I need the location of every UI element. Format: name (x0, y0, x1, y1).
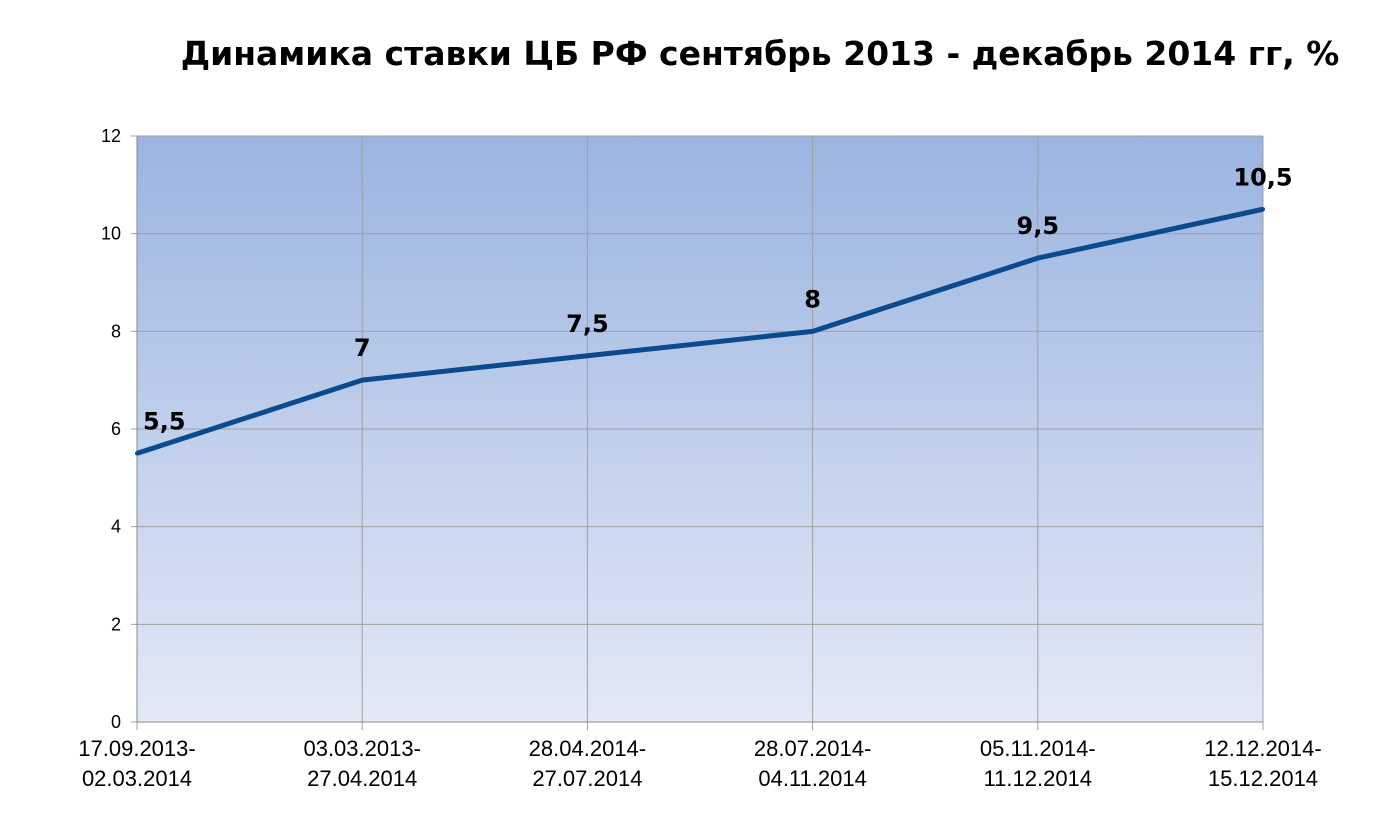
data-point (135, 451, 139, 456)
y-tick-label: 0 (111, 712, 121, 732)
data-point (585, 353, 590, 358)
data-label: 7,5 (566, 310, 609, 338)
x-tick-label: 28.04.2014- (529, 736, 646, 761)
y-tick-label: 4 (111, 517, 121, 537)
data-point (810, 329, 815, 334)
data-label: 7 (354, 334, 371, 362)
x-tick-label: 02.03.2014 (82, 766, 192, 791)
y-tick-label: 10 (101, 224, 121, 244)
x-tick-label: 17.09.2013- (78, 736, 195, 761)
x-tick-label: 12.12.2014- (1204, 736, 1321, 761)
data-label: 8 (804, 285, 821, 313)
y-tick-label: 8 (111, 321, 121, 341)
data-point (1261, 207, 1265, 212)
x-tick-label: 03.03.2013- (303, 736, 420, 761)
series-line (136, 206, 1264, 456)
x-tick-label: 27.07.2014 (532, 766, 642, 791)
data-label: 10,5 (1233, 163, 1292, 191)
x-tick-label: 11.12.2014 (984, 766, 1092, 791)
x-tick-label: 04.11.2014 (758, 766, 866, 791)
chart-title: Динамика ставки ЦБ РФ сентябрь 2013 - де… (180, 34, 1340, 73)
x-tick-label: 05.11.2014- (980, 736, 1096, 761)
data-label: 5,5 (143, 407, 186, 435)
data-point (1035, 256, 1040, 261)
x-tick-label: 28.07.2014- (754, 736, 871, 761)
data-point (360, 378, 365, 383)
x-tick-label: 27.04.2014 (307, 766, 417, 791)
x-tick-label: 15.12.2014 (1208, 766, 1318, 791)
data-label: 9,5 (1017, 212, 1060, 240)
y-tick-label: 12 (101, 126, 121, 146)
y-tick-label: 2 (111, 614, 121, 634)
y-tick-label: 6 (111, 419, 121, 439)
